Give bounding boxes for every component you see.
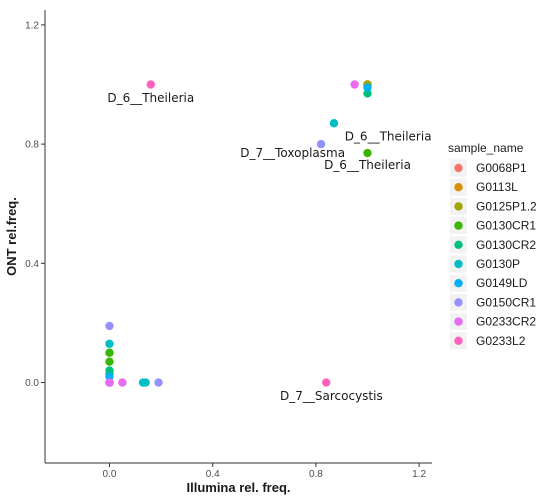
legend-marker [454,279,463,288]
x-tick-label: 0.0 [103,469,117,480]
data-point [105,339,114,348]
data-point [105,378,114,387]
legend-label: G0130P [476,257,520,271]
data-point [363,83,372,92]
legend-label: G0068P1 [476,161,527,175]
data-point [350,80,359,89]
data-point [105,348,114,357]
annotation-label: D_6__Theileria [324,158,411,172]
data-point [105,357,114,366]
y-tick-label: 0.4 [25,259,39,270]
legend-marker [454,183,463,192]
legend: sample_name G0068P1 G0113L G0125P1.2 G0130C… [445,141,545,360]
y-axis-title: ONT rel.freq. [4,197,19,276]
annotation-label: D_6__Theileria [345,130,432,144]
legend-label: G0130CR2 [476,238,536,252]
y-tick-label: 0.8 [25,140,39,151]
x-axis: 0.0 0.4 0.8 1.2 [103,463,426,480]
y-tick-label: 0.0 [25,378,39,389]
data-point [105,372,114,381]
legend-label: G0233L2 [476,334,526,348]
legend-label: G0130CR1 [476,219,536,233]
data-point [154,378,163,387]
legend-marker [454,163,463,173]
data-point [105,321,114,331]
annotations: D_6__TheileriaD_6__TheileriaD_7__Toxopla… [107,91,431,403]
annotation-label: D_6__Theileria [107,91,194,105]
annotation-label: D_7__Toxoplasma [240,146,345,160]
legend-title: sample_name [448,141,524,155]
data-point [329,119,339,128]
data-point [363,148,372,158]
data-point [146,80,155,89]
legend-marker [454,240,463,249]
data-point [105,366,114,375]
x-tick-label: 0.8 [309,469,323,480]
data-point [322,378,331,387]
legend-label: G0125P1.2 [476,199,537,213]
legend-label: G0233CR2 [476,315,536,329]
data-point [141,378,150,387]
data-point [363,89,372,98]
data-point [118,378,127,387]
data-point [316,139,326,149]
y-axis: 0.0 0.4 0.8 1.2 [25,20,45,389]
legend-label: G0149LD [476,276,528,290]
legend-marker [454,202,463,211]
legend-marker [454,298,463,307]
legend-marker [454,259,463,269]
legend-marker [454,336,463,345]
legend-marker [454,221,463,230]
x-tick-label: 0.4 [206,469,220,480]
x-tick-label: 1.2 [412,469,426,480]
annotation-label: D_7__Sarcocystis [280,389,383,403]
legend-marker [454,317,463,326]
legend-label: G0150CR1 [476,295,536,309]
y-tick-label: 1.2 [25,20,39,31]
x-axis-title: Illumina rel. freq. [186,480,290,495]
legend-label: G0113L [476,180,518,194]
data-points [105,80,372,387]
